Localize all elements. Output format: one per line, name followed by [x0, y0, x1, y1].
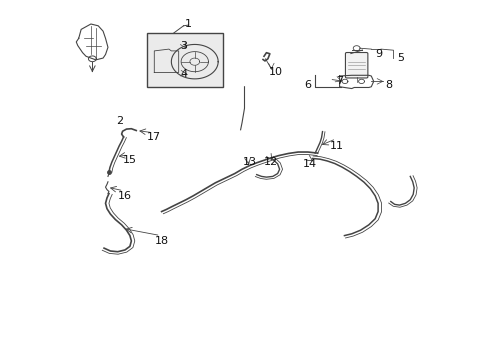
Text: 8: 8 — [384, 80, 391, 90]
Text: 16: 16 — [118, 191, 132, 201]
Text: 11: 11 — [329, 141, 344, 151]
FancyBboxPatch shape — [345, 53, 367, 78]
Text: 14: 14 — [303, 159, 317, 169]
Text: 5: 5 — [396, 53, 403, 63]
Text: 2: 2 — [116, 116, 123, 126]
Text: 1: 1 — [184, 19, 191, 29]
Text: 6: 6 — [304, 80, 311, 90]
Text: 4: 4 — [180, 69, 187, 79]
Text: 18: 18 — [154, 236, 168, 246]
Text: 17: 17 — [147, 132, 161, 142]
Text: 7: 7 — [335, 76, 343, 86]
Text: 15: 15 — [122, 155, 137, 165]
Text: 13: 13 — [242, 157, 256, 167]
Text: 3: 3 — [180, 41, 187, 50]
Text: 10: 10 — [269, 67, 283, 77]
Text: 12: 12 — [264, 157, 278, 167]
Bar — [147, 33, 222, 87]
Text: 9: 9 — [374, 49, 382, 59]
